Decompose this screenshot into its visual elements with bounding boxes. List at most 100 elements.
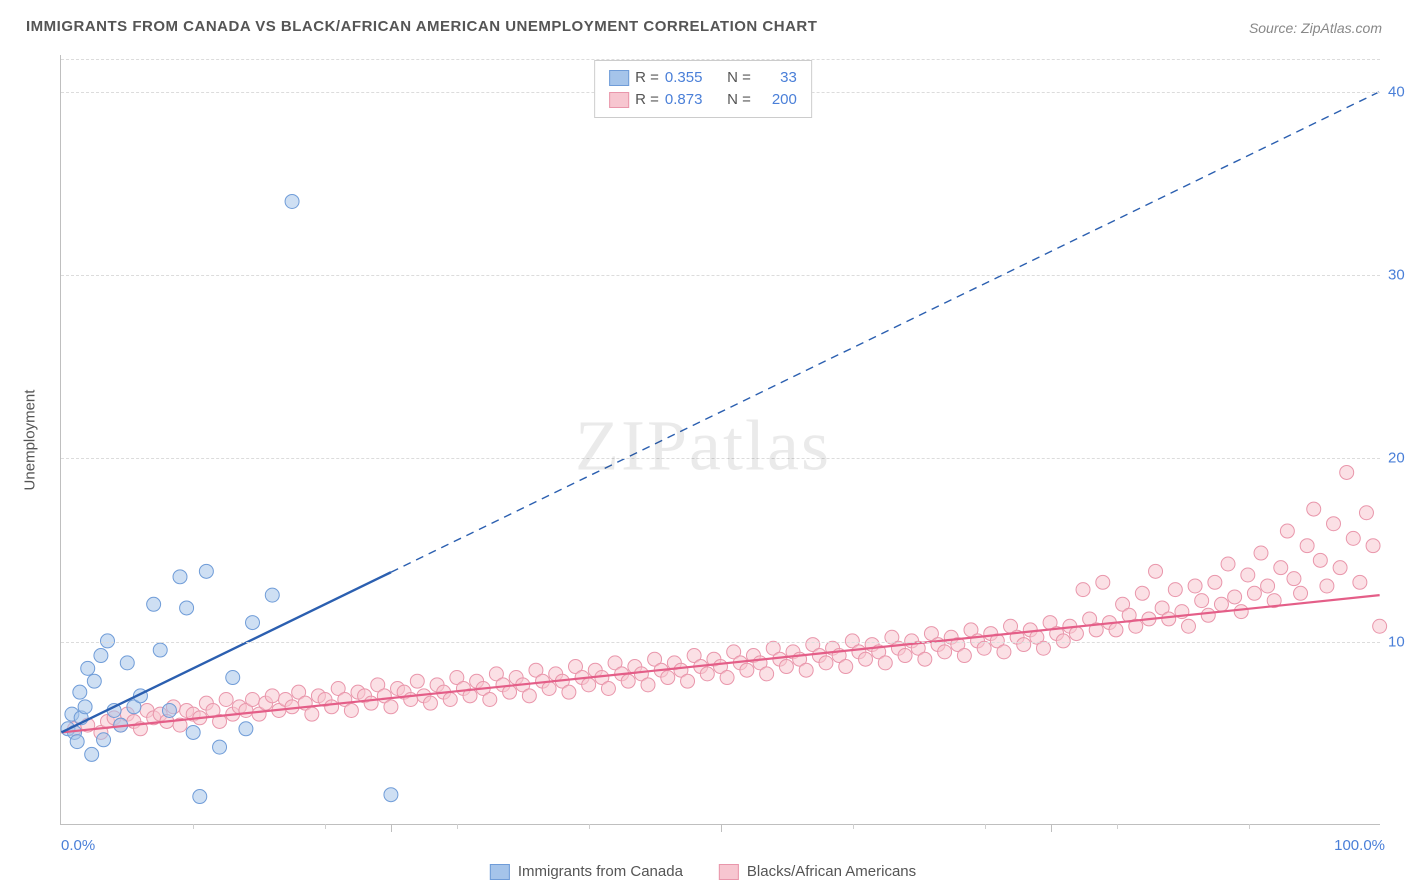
legend-stats: R = 0.355 N = 33 R = 0.873 N = 200 bbox=[594, 60, 812, 118]
scatter-point-pink bbox=[601, 682, 615, 696]
scatter-point-pink bbox=[760, 667, 774, 681]
y-axis-label: Unemployment bbox=[22, 390, 39, 491]
y-tick-label: 20.0% bbox=[1382, 450, 1406, 467]
grid-line bbox=[61, 275, 1380, 276]
scatter-point-pink bbox=[1340, 465, 1354, 479]
scatter-point-blue bbox=[173, 570, 187, 584]
scatter-point-pink bbox=[1149, 564, 1163, 578]
scatter-point-blue bbox=[384, 788, 398, 802]
x-tick-major bbox=[391, 824, 392, 832]
scatter-point-pink bbox=[582, 678, 596, 692]
x-tick-minor bbox=[589, 824, 590, 829]
scatter-point-blue bbox=[147, 597, 161, 611]
trend-line-pink bbox=[61, 595, 1379, 732]
scatter-point-blue bbox=[239, 722, 253, 736]
scatter-point-pink bbox=[1076, 583, 1090, 597]
legend-r-label: R = bbox=[635, 89, 659, 111]
scatter-point-pink bbox=[1320, 579, 1334, 593]
x-tick-minor bbox=[457, 824, 458, 829]
scatter-point-pink bbox=[1274, 561, 1288, 575]
scatter-point-blue bbox=[97, 733, 111, 747]
scatter-point-blue bbox=[153, 643, 167, 657]
scatter-point-pink bbox=[1366, 539, 1380, 553]
legend-label-blue: Immigrants from Canada bbox=[518, 863, 683, 880]
legend-n-value-blue: 33 bbox=[757, 67, 797, 89]
scatter-point-pink bbox=[483, 693, 497, 707]
scatter-point-pink bbox=[1017, 638, 1031, 652]
scatter-point-pink bbox=[1359, 506, 1373, 520]
scatter-point-pink bbox=[1241, 568, 1255, 582]
chart-title: IMMIGRANTS FROM CANADA VS BLACK/AFRICAN … bbox=[26, 18, 817, 35]
scatter-point-pink bbox=[1188, 579, 1202, 593]
scatter-point-pink bbox=[1069, 627, 1083, 641]
scatter-point-blue bbox=[81, 661, 95, 675]
scatter-point-pink bbox=[344, 703, 358, 717]
legend-stats-row-blue: R = 0.355 N = 33 bbox=[609, 67, 797, 89]
scatter-point-blue bbox=[87, 674, 101, 688]
scatter-point-blue bbox=[226, 671, 240, 685]
scatter-point-pink bbox=[779, 660, 793, 674]
scatter-point-blue bbox=[94, 649, 108, 663]
scatter-point-blue bbox=[120, 656, 134, 670]
scatter-point-pink bbox=[305, 707, 319, 721]
scatter-point-pink bbox=[423, 696, 437, 710]
scatter-point-pink bbox=[1195, 594, 1209, 608]
scatter-point-pink bbox=[1168, 583, 1182, 597]
scatter-point-blue bbox=[199, 564, 213, 578]
legend-n-label: N = bbox=[723, 89, 751, 111]
scatter-point-pink bbox=[1333, 561, 1347, 575]
scatter-point-pink bbox=[681, 674, 695, 688]
x-tick-minor bbox=[325, 824, 326, 829]
scatter-point-blue bbox=[213, 740, 227, 754]
x-tick-major bbox=[721, 824, 722, 832]
trend-line-blue-dashed bbox=[391, 92, 1380, 573]
scatter-point-pink bbox=[542, 682, 556, 696]
scatter-point-blue bbox=[70, 735, 84, 749]
scatter-point-pink bbox=[938, 645, 952, 659]
scatter-point-pink bbox=[1036, 641, 1050, 655]
x-tick-minor bbox=[1117, 824, 1118, 829]
scatter-point-blue bbox=[85, 747, 99, 761]
scatter-point-pink bbox=[522, 689, 536, 703]
x-tick-minor bbox=[1249, 824, 1250, 829]
scatter-point-pink bbox=[1300, 539, 1314, 553]
scatter-point-pink bbox=[1280, 524, 1294, 538]
scatter-point-pink bbox=[265, 689, 279, 703]
x-axis-max-label: 100.0% bbox=[1334, 837, 1385, 854]
x-tick-minor bbox=[985, 824, 986, 829]
scatter-point-pink bbox=[1353, 575, 1367, 589]
scatter-point-pink bbox=[1313, 553, 1327, 567]
scatter-point-pink bbox=[1327, 517, 1341, 531]
legend-series: Immigrants from Canada Blacks/African Am… bbox=[490, 863, 916, 880]
scatter-point-pink bbox=[700, 667, 714, 681]
legend-r-value-pink: 0.873 bbox=[665, 89, 717, 111]
y-tick-label: 30.0% bbox=[1382, 267, 1406, 284]
source-name: ZipAtlas.com bbox=[1301, 20, 1382, 36]
scatter-point-pink bbox=[1247, 586, 1261, 600]
scatter-point-blue bbox=[180, 601, 194, 615]
scatter-point-pink bbox=[325, 700, 339, 714]
scatter-point-pink bbox=[621, 674, 635, 688]
scatter-point-blue bbox=[265, 588, 279, 602]
scatter-point-pink bbox=[1234, 605, 1248, 619]
scatter-point-pink bbox=[957, 649, 971, 663]
scatter-point-blue bbox=[246, 616, 260, 630]
scatter-point-pink bbox=[1373, 619, 1387, 633]
legend-label-pink: Blacks/African Americans bbox=[747, 863, 916, 880]
scatter-point-pink bbox=[364, 696, 378, 710]
chart-svg bbox=[61, 55, 1380, 824]
scatter-point-pink bbox=[1162, 612, 1176, 626]
scatter-point-pink bbox=[878, 656, 892, 670]
scatter-point-pink bbox=[997, 645, 1011, 659]
scatter-point-pink bbox=[1096, 575, 1110, 589]
scatter-point-pink bbox=[1307, 502, 1321, 516]
scatter-point-pink bbox=[1208, 575, 1222, 589]
scatter-point-pink bbox=[819, 656, 833, 670]
scatter-point-pink bbox=[839, 660, 853, 674]
scatter-point-pink bbox=[410, 674, 424, 688]
legend-swatch-blue bbox=[609, 70, 629, 86]
x-axis-min-label: 0.0% bbox=[61, 837, 95, 854]
legend-item-pink: Blacks/African Americans bbox=[719, 863, 916, 880]
legend-swatch-pink bbox=[719, 864, 739, 880]
trend-line-blue-solid bbox=[61, 572, 391, 732]
